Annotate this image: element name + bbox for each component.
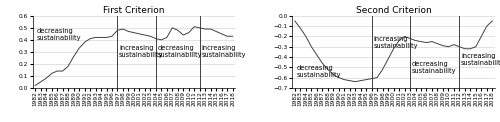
Text: decreasing
sustainability: decreasing sustainability [412, 61, 456, 74]
Text: decreasing
sustainability: decreasing sustainability [37, 28, 82, 41]
Text: increasing
sustainability: increasing sustainability [461, 53, 500, 66]
Text: increasing
sustainability: increasing sustainability [119, 45, 164, 58]
Text: decreasing
sustainability: decreasing sustainability [158, 45, 202, 58]
Title: Second Criterion: Second Criterion [356, 6, 432, 15]
Title: First Criterion: First Criterion [103, 6, 164, 15]
Text: increasing
sustainability: increasing sustainability [374, 36, 418, 49]
Text: increasing
sustainability: increasing sustainability [202, 45, 246, 58]
Text: decreasing
sustainability: decreasing sustainability [296, 65, 341, 78]
